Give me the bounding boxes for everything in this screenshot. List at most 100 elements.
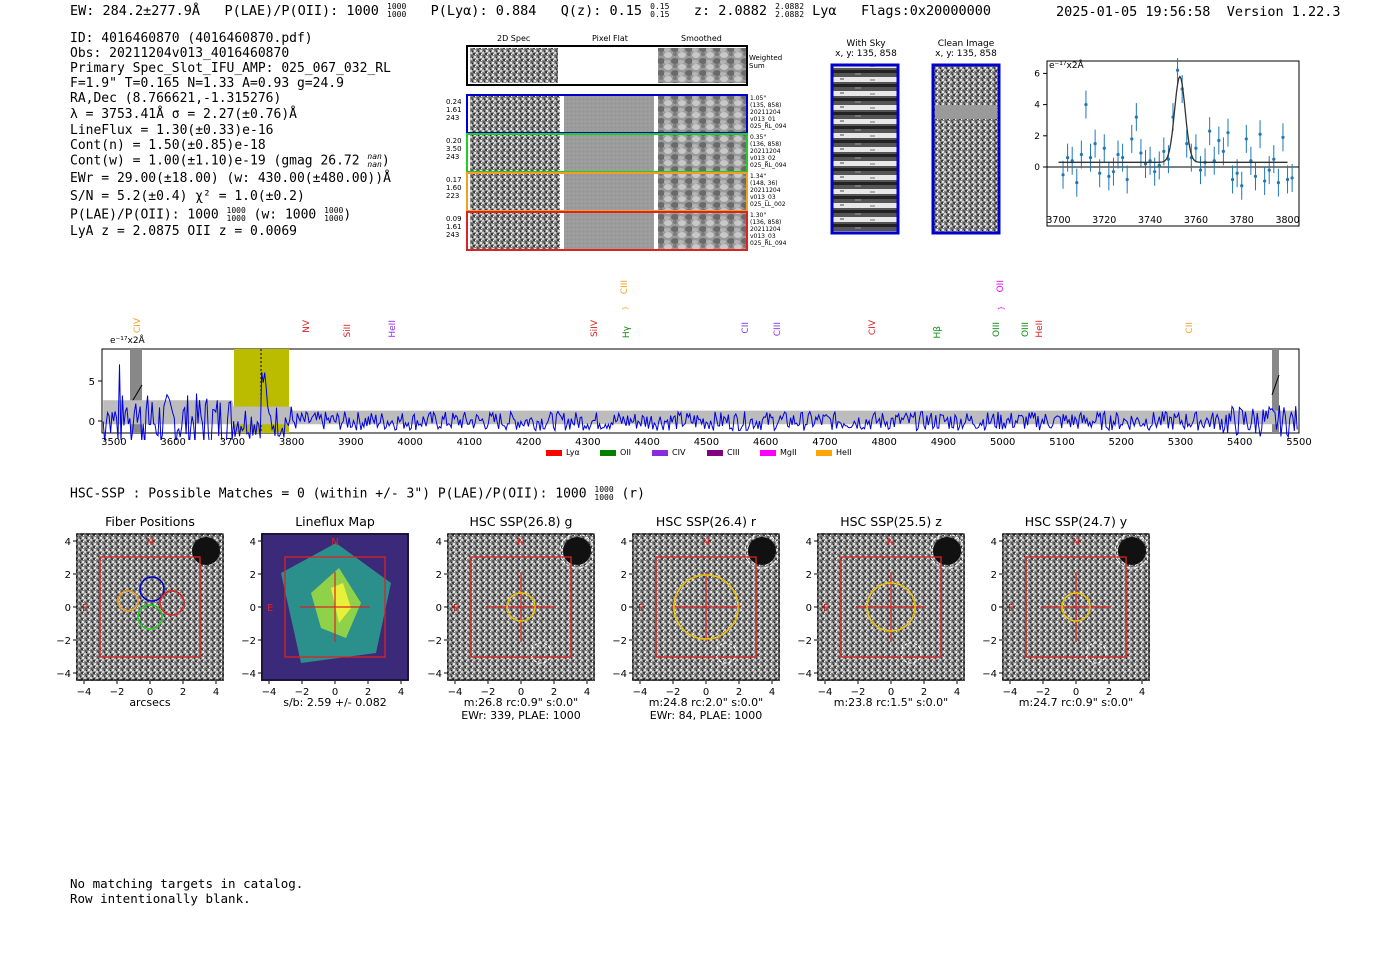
row-info-obs2: v013_03 — [750, 194, 776, 201]
spectrum-xtick: 4100 — [456, 437, 483, 448]
cutout-ytick: 2 — [250, 570, 256, 581]
zoom-datapoint — [1249, 146, 1253, 175]
spectral-line-bracket: { — [621, 305, 630, 311]
cutout-xtick: 4 — [769, 687, 775, 698]
cutout-ytick: 4 — [991, 537, 997, 548]
zoom-datapoint — [1217, 126, 1221, 155]
spectrum-xtick: 4300 — [575, 437, 601, 448]
row-weights-2: 0.17 1.60 223 — [446, 176, 462, 200]
row-info-dist: 1.30" — [750, 212, 767, 219]
cutout-ytick: −2 — [982, 636, 997, 647]
east-marker: E — [453, 603, 459, 614]
legend-label: HeII — [836, 448, 852, 457]
zoom-datapoint — [1263, 167, 1267, 196]
cutout-ytick: −4 — [241, 669, 256, 680]
aperture-circle — [1061, 592, 1091, 622]
legend-item-HeII: HeII — [816, 448, 852, 457]
cutout-ytick: 2 — [806, 570, 812, 581]
cutout-label2-2: EWr: 339, PLAE: 1000 — [461, 709, 581, 722]
spectrum-xtick: 3700 — [219, 437, 246, 448]
row-weight-w3: 243 — [446, 153, 460, 161]
spectrum-xtick: 4800 — [871, 437, 897, 448]
header-z-line: Lyα — [812, 3, 837, 19]
legend-item-OII: OII — [600, 448, 631, 457]
col-2d-spec: 2D Spec — [497, 34, 531, 43]
header-plae-lo: 1000 — [387, 10, 407, 19]
cutout-xtick: −4 — [448, 687, 463, 698]
header-flags: Flags:0x20000000 — [860, 3, 991, 19]
aperture-circle — [673, 574, 739, 640]
cutout-ytick: 0 — [65, 603, 71, 614]
spectrum-xtick: 5100 — [1049, 437, 1075, 448]
spectral-line-label: CIII — [620, 280, 630, 295]
full-spectrum-plot: 50 — [89, 348, 1300, 440]
spectrum-xtick: 5400 — [1227, 437, 1253, 448]
zoom-datapoint — [1134, 103, 1138, 132]
row-weight-w1: 0.24 — [446, 98, 462, 106]
zoom-datapoint — [1244, 124, 1248, 153]
row-info-dist: 1.34" — [750, 173, 767, 180]
zoom-xtick: 3740 — [1137, 215, 1163, 226]
cutout-xtick: −4 — [77, 687, 92, 698]
zoom-datapoint — [1061, 160, 1065, 189]
info-sn: S/N = 5.2(±0.4) χ² = 1.0(±0.2) — [70, 189, 305, 204]
cutout-ytick: 2 — [65, 570, 71, 581]
zoom-spectrum-plot: 6 4 2 0 — [1034, 58, 1300, 227]
spectral-line-label: CII — [741, 322, 751, 334]
header-qz-hi: 0.15 — [650, 2, 670, 11]
row-weight-w1: 0.20 — [446, 137, 462, 145]
spectral-line-label: Hβ — [933, 326, 943, 339]
cutout-title-1: Lineflux Map — [295, 514, 375, 529]
cutout-label-3: m:24.8 rc:2.0" s:0.0" — [648, 696, 764, 709]
spectral-line-label: OIII — [1021, 322, 1031, 338]
row-info-dist: 1.05" — [750, 95, 767, 102]
cutout-ytick: 2 — [621, 570, 627, 581]
zoom-datapoint — [1075, 168, 1079, 197]
spectral-line-label: CIV — [133, 318, 143, 334]
cutout-title-4: HSC SSP(25.5) z — [840, 514, 942, 529]
spectrum-xtick: 3800 — [278, 437, 305, 448]
spectrum-ytick: 5 — [89, 377, 95, 388]
cutout-xtick: −2 — [666, 687, 681, 698]
cutout-label-5: m:24.7 rc:0.9" s:0.0" — [1018, 696, 1134, 709]
aperture-circle — [137, 604, 163, 630]
zoom-fit-line — [1058, 75, 1288, 163]
zoom-datapoint — [1157, 151, 1161, 180]
spectral-line-label: OIII — [992, 322, 1002, 338]
info-primary: Primary Spec_Slot_IFU_AMP: 025_067_032_R… — [70, 61, 391, 76]
cutout-xtick: 4 — [584, 687, 590, 698]
zoom-datapoint — [1235, 159, 1239, 188]
row-weight-w3: 243 — [446, 114, 460, 122]
spectrum-xtick: 4900 — [930, 437, 957, 448]
cutout-xtick: 0 — [332, 687, 338, 698]
cutout-label-2: m:26.8 rc:0.9" s:0.0" — [463, 696, 579, 709]
sky-clean-svg — [830, 63, 1001, 235]
zoom-datapoint — [1121, 143, 1125, 172]
zoom-datapoint — [1226, 118, 1230, 147]
cutout-label-4: m:23.8 rc:1.5" s:0.0" — [833, 696, 949, 709]
cutout-xtick: 0 — [888, 687, 894, 698]
cutout-image-1: N E 4 2 0 −2 −4 −4 −2 0 2 4 — [241, 533, 409, 698]
row-info-obs1: 20211204 — [750, 148, 781, 155]
row-info-pos: (136, 858) — [750, 141, 782, 148]
cutout-ytick: −2 — [797, 636, 812, 647]
cutout-ytick: 4 — [621, 537, 627, 548]
cutout-ytick: 4 — [65, 537, 71, 548]
aperture-circle — [139, 576, 165, 602]
spectrum-row-0 — [466, 94, 748, 134]
north-marker: N — [331, 537, 338, 548]
cutout-ytick: −2 — [612, 636, 627, 647]
zoom-datapoint — [1185, 129, 1189, 158]
spectral-line-label: CII — [1185, 322, 1195, 334]
row-info-obs2: v013_03 — [750, 233, 776, 240]
legend-label: Lyα — [566, 448, 580, 457]
spectral-line-label: Hγ — [622, 326, 632, 339]
row-weights-1: 0.20 3.50 243 — [446, 137, 462, 161]
spectral-line-label: OII — [996, 280, 1006, 293]
header-z: z: 2.0882 — [693, 3, 767, 19]
cutout-ytick: 4 — [250, 537, 256, 548]
zoom-datapoint — [1208, 117, 1212, 146]
zoom-unit-label: e⁻¹⁷x2Å — [1049, 61, 1084, 71]
cutout-ytick: 2 — [436, 570, 442, 581]
spectral-line-label: CIII — [773, 322, 783, 337]
